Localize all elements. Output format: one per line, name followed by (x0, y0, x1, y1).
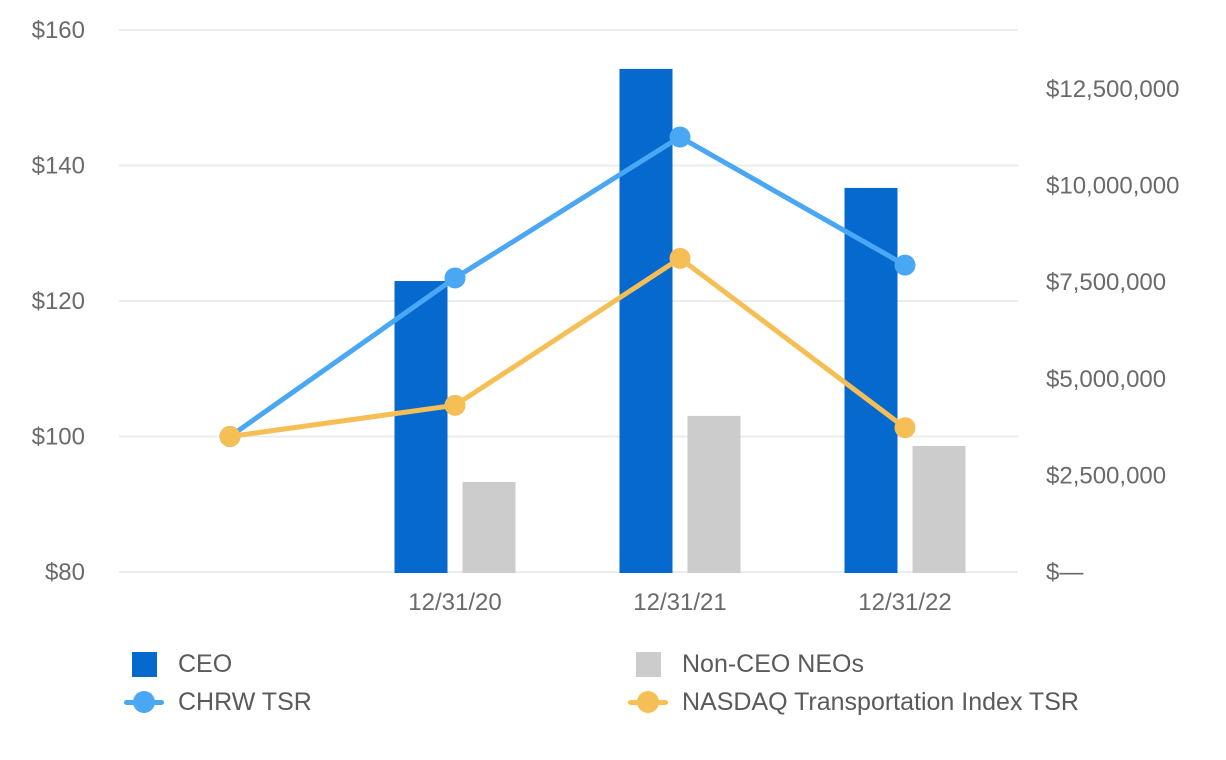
x-axis-label: 12/31/22 (858, 589, 951, 616)
legend-label-non-ceo-neos: Non-CEO NEOs (682, 649, 864, 678)
legend-item-chrw-tsr: CHRW TSR (124, 688, 312, 716)
chrw-tsr-point (894, 254, 916, 276)
legend-column-left: CEO CHRW TSR (124, 650, 312, 716)
nasdaq-tsr-point (669, 247, 691, 269)
ceo-bar (394, 281, 448, 573)
ceo-swatch (124, 650, 164, 678)
left-axis-tick: $140 (32, 153, 85, 180)
legend-item-nasdaq-transportation-index-tsr: NASDAQ Transportation Index TSR (628, 688, 1079, 716)
nasdaq-tsr-point (894, 417, 916, 439)
non-ceo-neos-bar (462, 481, 516, 573)
legend-column-right: Non-CEO NEOs NASDAQ Transportation Index… (628, 650, 1079, 716)
chrw-tsr-point (444, 267, 466, 289)
right-axis-tick: $10,000,000 (1046, 173, 1179, 200)
left-axis-tick: $160 (32, 17, 85, 44)
non-ceo-neos-bar (912, 446, 966, 573)
nasdaq-tsr-point (219, 426, 241, 447)
right-axis-tick: $7,500,000 (1046, 269, 1166, 296)
nasdaq-tsr-line-marker-icon (628, 688, 668, 716)
nasdaq-tsr-point (444, 394, 466, 416)
x-axis-label: 12/31/21 (633, 589, 726, 616)
right-axis-tick: $5,000,000 (1046, 366, 1166, 393)
right-axis-tick: $— (1046, 559, 1083, 586)
legend-item-non-ceo-neos: Non-CEO NEOs (628, 650, 1079, 678)
left-axis-tick: $100 (32, 424, 85, 451)
chrw-tsr-line-marker-icon (124, 688, 164, 716)
non-ceo-neos-swatch (628, 650, 668, 678)
legend-label-nasdaq-tsr: NASDAQ Transportation Index TSR (682, 687, 1079, 716)
left-axis-tick: $120 (32, 288, 85, 315)
chrw-tsr-line (227, 134, 908, 439)
ceo-bar (619, 68, 673, 574)
non-ceo-neos-bar (687, 415, 741, 573)
chrw-tsr-point (669, 126, 691, 148)
ceo-bar (844, 187, 898, 573)
legend-label-ceo: CEO (178, 649, 233, 678)
x-axis-label: 12/31/20 (408, 589, 501, 616)
nasdaq-tsr-line (227, 255, 908, 439)
left-axis-tick: $80 (45, 559, 85, 586)
legend-item-ceo: CEO (124, 650, 312, 678)
legend-label-chrw-tsr: CHRW TSR (178, 687, 312, 716)
right-axis-tick: $12,500,000 (1046, 76, 1179, 103)
right-axis-tick: $2,500,000 (1046, 462, 1166, 489)
